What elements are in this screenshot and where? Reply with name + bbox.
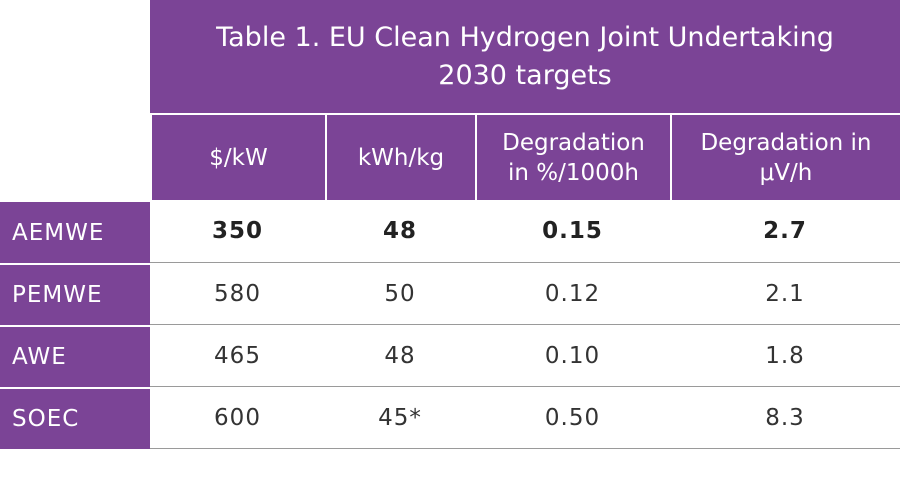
table-cell: 2.7 <box>670 200 900 263</box>
table-cell: 600 <box>150 387 325 449</box>
table-cell: 48 <box>325 200 475 263</box>
table-cell: 48 <box>325 325 475 387</box>
table-cell: 580 <box>150 263 325 325</box>
column-header: $/kW <box>150 113 325 200</box>
table-cell: 8.3 <box>670 387 900 449</box>
row-label: AEMWE <box>0 200 150 263</box>
table-cell: 0.12 <box>475 263 670 325</box>
table-cell: 0.50 <box>475 387 670 449</box>
column-header: Degradation in %/1000h <box>475 113 670 200</box>
column-header: Degradation in μV/h <box>670 113 900 200</box>
table-cell: 0.15 <box>475 200 670 263</box>
row-label: SOEC <box>0 387 150 449</box>
table-cell: 0.10 <box>475 325 670 387</box>
table-cell: 50 <box>325 263 475 325</box>
row-label: PEMWE <box>0 263 150 325</box>
row-label: AWE <box>0 325 150 387</box>
column-header: kWh/kg <box>325 113 475 200</box>
table-title: Table 1. EU Clean Hydrogen Joint Underta… <box>150 0 900 113</box>
table-cell: 1.8 <box>670 325 900 387</box>
table-cell: 2.1 <box>670 263 900 325</box>
table-cell: 465 <box>150 325 325 387</box>
table-cell: 45* <box>325 387 475 449</box>
table-cell: 350 <box>150 200 325 263</box>
